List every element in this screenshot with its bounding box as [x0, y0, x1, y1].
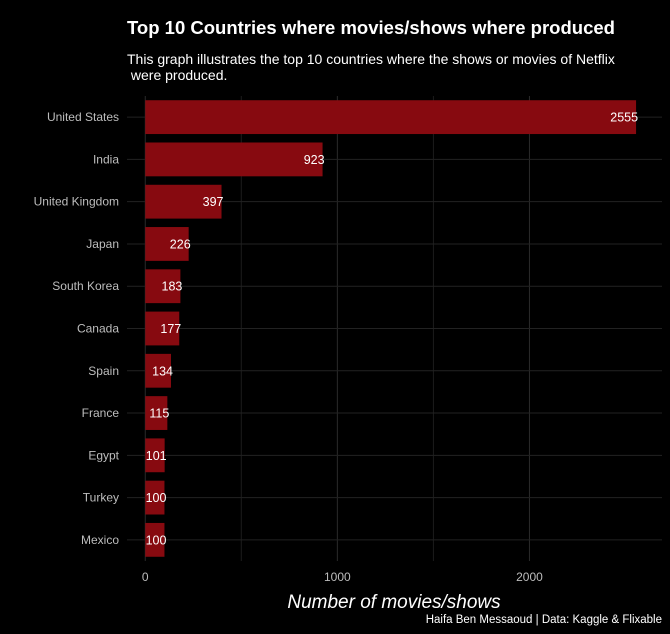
bar: [145, 480, 165, 515]
x-axis-tick-labels: 0 1000 2000: [142, 570, 543, 584]
y-tick-label: United Kingdom: [34, 195, 119, 209]
data-label: 183: [162, 280, 183, 294]
y-tick-label: Spain: [88, 364, 119, 378]
bar: [145, 311, 180, 346]
chart-title: Top 10 Countries where movies/shows wher…: [127, 17, 615, 38]
y-tick-label: India: [93, 152, 119, 166]
y-tick-label: Japan: [86, 237, 119, 251]
y-tick-label: United States: [47, 110, 119, 124]
bar: [145, 227, 189, 261]
data-label: 115: [149, 407, 169, 421]
data-label: 101: [146, 449, 167, 463]
data-labels: 2555 923 397 226 183 177 134 115 101 100 100: [146, 111, 639, 548]
chart-subtitle: This graph illustrates the top 10 countr…: [127, 51, 615, 83]
y-tick-label: France: [82, 406, 120, 420]
y-tick-label: Canada: [77, 322, 119, 336]
y-tick-label: South Korea: [52, 279, 119, 293]
data-label: 2555: [610, 111, 638, 125]
chart-caption: Haifa Ben Messaoud | Data: Kaggle & Flix…: [425, 614, 662, 626]
bar: [145, 438, 165, 473]
bar: [145, 396, 168, 430]
x-tick-label: 1000: [324, 570, 351, 584]
bar: [145, 269, 181, 304]
grid-lines: [127, 96, 662, 561]
data-label: 397: [203, 195, 224, 209]
data-label: 177: [160, 322, 181, 336]
x-tick-label: 0: [142, 570, 149, 584]
y-axis-tick-labels: United States India United Kingdom Japan Sou…: [34, 110, 120, 547]
y-tick-label: Egypt: [88, 448, 119, 462]
bar: [145, 353, 171, 388]
bar: [145, 184, 222, 219]
data-label: 134: [152, 364, 173, 378]
y-tick-label: Mexico: [81, 533, 119, 547]
y-tick-label: Turkey: [83, 491, 119, 505]
x-tick-label: 2000: [516, 570, 543, 584]
data-label: 100: [146, 491, 167, 505]
bar: [145, 100, 637, 135]
bar: [145, 142, 323, 177]
bar: [145, 522, 165, 557]
bars: [145, 100, 637, 557]
data-label: 923: [304, 153, 325, 167]
data-label: 226: [170, 237, 191, 251]
data-label: 100: [146, 533, 167, 547]
x-axis-title: Number of movies/shows: [287, 592, 501, 613]
